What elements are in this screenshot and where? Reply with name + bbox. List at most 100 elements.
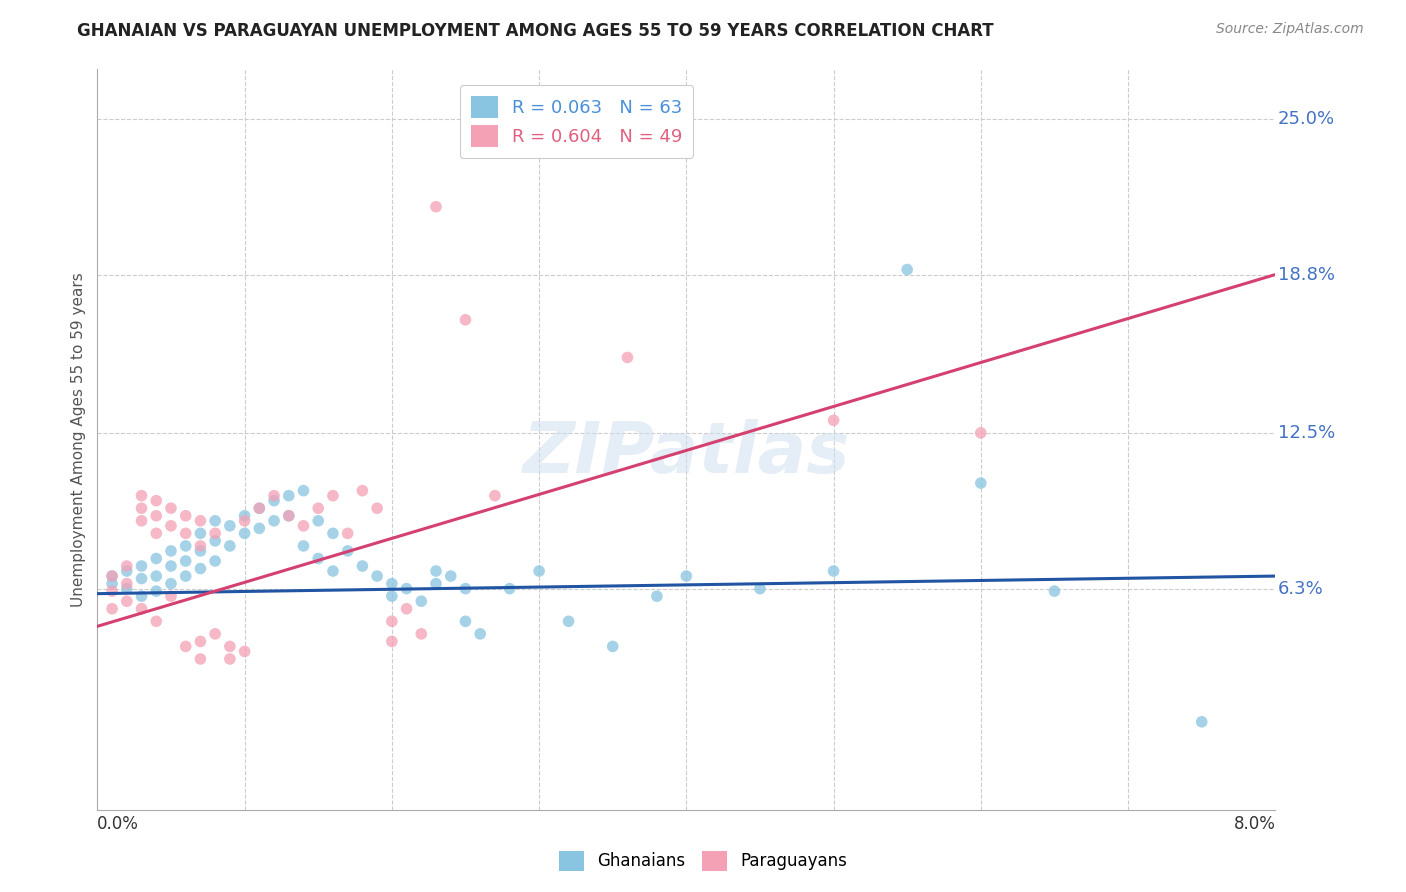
Point [131, 514, 153, 528]
Point [557, 615, 579, 629]
Point [970, 425, 993, 440]
Point [307, 501, 329, 516]
Point [1043, 584, 1066, 599]
Text: 25.0%: 25.0% [1278, 110, 1334, 128]
Point [527, 564, 550, 578]
Point [131, 489, 153, 503]
Point [602, 640, 624, 654]
Point [336, 526, 359, 541]
Point [204, 514, 226, 528]
Point [204, 533, 226, 548]
Text: 12.5%: 12.5% [1278, 424, 1334, 442]
Text: 18.8%: 18.8% [1278, 266, 1334, 284]
Point [101, 601, 124, 615]
Point [160, 518, 183, 533]
Point [749, 582, 772, 596]
Point [190, 561, 212, 575]
Point [1191, 714, 1213, 729]
Point [145, 615, 167, 629]
Point [395, 601, 418, 615]
Point [190, 514, 212, 528]
Point [425, 564, 447, 578]
Point [425, 576, 447, 591]
Text: GHANAIAN VS PARAGUAYAN UNEMPLOYMENT AMONG AGES 55 TO 59 YEARS CORRELATION CHART: GHANAIAN VS PARAGUAYAN UNEMPLOYMENT AMON… [77, 22, 994, 40]
Point [896, 262, 918, 277]
Point [322, 489, 344, 503]
Point [411, 627, 433, 641]
Point [115, 582, 138, 596]
Point [352, 559, 374, 574]
Point [381, 634, 404, 648]
Point [145, 569, 167, 583]
Point [190, 526, 212, 541]
Point [131, 572, 153, 586]
Point [675, 569, 697, 583]
Point [160, 501, 183, 516]
Point [131, 501, 153, 516]
Point [204, 526, 226, 541]
Point [115, 564, 138, 578]
Point [101, 569, 124, 583]
Point [145, 508, 167, 523]
Point [174, 539, 197, 553]
Point [440, 569, 463, 583]
Text: 6.3%: 6.3% [1278, 580, 1323, 598]
Point [277, 489, 299, 503]
Point [292, 539, 315, 553]
Point [247, 501, 270, 516]
Point [145, 493, 167, 508]
Point [218, 539, 240, 553]
Point [218, 652, 240, 666]
Point [174, 569, 197, 583]
Point [381, 615, 404, 629]
Point [101, 569, 124, 583]
Point [247, 501, 270, 516]
Text: ZIPatlas: ZIPatlas [523, 419, 851, 489]
Point [160, 544, 183, 558]
Point [263, 489, 285, 503]
Point [160, 589, 183, 603]
Point [190, 634, 212, 648]
Point [115, 594, 138, 608]
Point [411, 594, 433, 608]
Point [233, 644, 256, 658]
Point [218, 640, 240, 654]
Text: 8.0%: 8.0% [1233, 814, 1275, 833]
Point [247, 521, 270, 535]
Point [160, 559, 183, 574]
Point [101, 584, 124, 599]
Point [484, 489, 506, 503]
Point [263, 514, 285, 528]
Point [277, 508, 299, 523]
Point [307, 551, 329, 566]
Point [115, 576, 138, 591]
Point [233, 526, 256, 541]
Point [145, 551, 167, 566]
Y-axis label: Unemployment Among Ages 55 to 59 years: Unemployment Among Ages 55 to 59 years [72, 272, 86, 607]
Point [352, 483, 374, 498]
Point [233, 514, 256, 528]
Point [498, 582, 520, 596]
Point [454, 615, 477, 629]
Point [454, 582, 477, 596]
Point [174, 640, 197, 654]
Point [145, 526, 167, 541]
Point [470, 627, 492, 641]
Point [645, 589, 668, 603]
Point [204, 627, 226, 641]
Point [616, 351, 638, 365]
Point [366, 569, 388, 583]
Point [131, 559, 153, 574]
Text: 0.0%: 0.0% [97, 814, 139, 833]
Point [322, 564, 344, 578]
Point [395, 582, 418, 596]
Point [160, 576, 183, 591]
Point [381, 589, 404, 603]
Point [145, 584, 167, 599]
Point [425, 200, 447, 214]
Point [131, 589, 153, 603]
Point [174, 526, 197, 541]
Point [218, 518, 240, 533]
Point [292, 483, 315, 498]
Point [307, 514, 329, 528]
